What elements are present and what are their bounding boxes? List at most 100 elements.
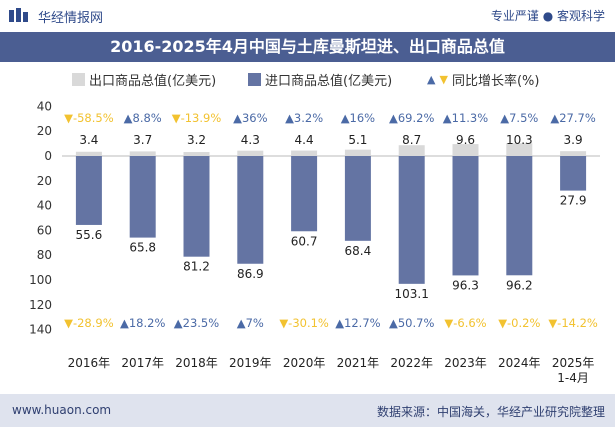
export-growth-down-label: ▼-13.9%: [172, 111, 222, 125]
export-growth-up-label: ▲69.2%: [389, 111, 434, 125]
import-growth-down-label: ▼-6.6%: [444, 316, 486, 330]
y-tick-label: 20: [37, 124, 52, 138]
import-bar: [560, 156, 587, 191]
export-growth-up-label: ▲3.2%: [285, 111, 323, 125]
legend-export-swatch: [72, 73, 85, 86]
export-bar: [237, 150, 264, 156]
x-tick-label: 2016年: [68, 356, 111, 370]
import-value-label: 103.1: [395, 287, 429, 301]
triangle-down-icon: ▼: [439, 73, 448, 86]
import-bar: [183, 156, 210, 257]
export-growth-down-label: ▼-58.5%: [64, 111, 114, 125]
export-bar: [506, 143, 533, 156]
x-tick-label: 2017年: [121, 356, 164, 370]
chart-title: 2016-2025年4月中国与土库曼斯坦进、出口商品总值: [0, 32, 615, 62]
legend: 出口商品总值(亿美元) 进口商品总值(亿美元) ▲ ▼ 同比增长率(%): [0, 68, 615, 89]
export-bar: [75, 151, 102, 156]
x-tick-label: 2020年: [283, 356, 326, 370]
import-bar: [344, 156, 371, 241]
import-value-label: 96.2: [506, 278, 533, 292]
import-growth-up-label: ▲18.2%: [120, 316, 165, 330]
legend-growth: ▲ ▼ 同比增长率(%): [427, 70, 539, 89]
tagline: 专业严谨 ● 客观科学: [490, 9, 605, 23]
import-value-label: 27.9: [560, 194, 587, 208]
y-tick-label: 60: [37, 223, 52, 237]
y-tick-label: 100: [29, 273, 52, 287]
legend-import-label: 进口商品总值(亿美元): [265, 74, 393, 89]
y-tick-label: 20: [37, 174, 52, 188]
brand-name: 华经情报网: [38, 11, 104, 26]
y-tick-label: 40: [37, 199, 52, 213]
export-growth-up-label: ▲11.3%: [443, 111, 488, 125]
x-tick-label: 2023年: [444, 356, 487, 370]
y-tick-label: 120: [29, 298, 52, 312]
x-tick-label: 2022年: [390, 356, 433, 370]
export-value-label: 3.2: [187, 133, 206, 147]
import-bar: [398, 156, 425, 284]
x-tick-label: 2024年: [498, 356, 541, 370]
export-value-label: 10.3: [506, 133, 533, 147]
legend-import-swatch: [248, 73, 261, 86]
legend-export: 出口商品总值(亿美元): [72, 70, 216, 89]
import-growth-down-label: ▼-28.9%: [64, 316, 114, 330]
export-value-label: 3.9: [564, 133, 583, 147]
x-tick-label: 2021年: [337, 356, 380, 370]
export-bar: [452, 144, 479, 156]
triangle-up-icon: ▲: [427, 73, 436, 86]
export-value-label: 3.4: [79, 133, 98, 147]
export-growth-up-label: ▲16%: [341, 111, 375, 125]
x-tick-label: 2019年: [229, 356, 272, 370]
import-bar: [237, 156, 264, 264]
import-bar: [452, 156, 479, 276]
export-value-label: 4.4: [295, 133, 314, 147]
export-bar: [560, 151, 587, 156]
import-bar: [129, 156, 156, 238]
export-growth-up-label: ▲7.5%: [500, 111, 538, 125]
import-growth-up-label: ▲7%: [237, 316, 264, 330]
import-growth-up-label: ▲12.7%: [335, 316, 380, 330]
legend-export-label: 出口商品总值(亿美元): [89, 74, 217, 89]
export-growth-up-label: ▲8.8%: [124, 111, 162, 125]
import-growth-down-label: ▼-14.2%: [548, 316, 598, 330]
import-value-label: 60.7: [291, 234, 318, 248]
data-source: 数据来源：中国海关，华经产业研究院整理: [376, 405, 605, 419]
import-value-label: 86.9: [237, 267, 264, 281]
logo-icon: [9, 8, 28, 22]
legend-growth-label: 同比增长率(%): [451, 74, 540, 89]
import-bar: [75, 156, 102, 225]
import-value-label: 81.2: [183, 260, 210, 274]
export-bar: [398, 145, 425, 156]
import-value-label: 65.8: [129, 241, 156, 255]
footer: www.huaon.com 数据来源：中国海关，华经产业研究院整理: [0, 394, 615, 427]
legend-import: 进口商品总值(亿美元): [248, 70, 392, 89]
export-value-label: 9.6: [456, 133, 475, 147]
import-growth-up-label: ▲23.5%: [174, 316, 219, 330]
export-bar: [291, 150, 318, 156]
export-value-label: 4.3: [241, 133, 260, 147]
import-bar: [291, 156, 318, 232]
y-tick-label: 40: [37, 99, 52, 113]
export-bar: [183, 152, 210, 156]
import-growth-up-label: ▲50.7%: [389, 316, 434, 330]
export-value-label: 5.1: [348, 133, 367, 147]
export-value-label: 8.7: [402, 133, 421, 147]
y-tick-label: 80: [37, 248, 52, 262]
chart-area: 40 20 0 20 40 60 80 100 120 140 3.4 55.6 ▼-58.5% ▼-28…: [29, 99, 600, 385]
import-value-label: 55.6: [76, 228, 103, 242]
import-bar: [506, 156, 533, 276]
export-growth-up-label: ▲27.7%: [550, 111, 595, 125]
export-growth-up-label: ▲36%: [233, 111, 267, 125]
y-tick-label: 0: [44, 149, 52, 163]
import-growth-down-label: ▼-30.1%: [279, 316, 329, 330]
y-tick-label: 140: [29, 323, 52, 337]
top-bar: 华经情报网 专业严谨 ● 客观科学: [0, 0, 615, 30]
x-tick-label: 2018年: [175, 356, 218, 370]
export-bar: [344, 149, 371, 156]
export-bar: [129, 151, 156, 156]
import-value-label: 68.4: [345, 244, 372, 258]
import-value-label: 96.3: [452, 278, 479, 292]
x-tick-label: 2025年 1-4月: [552, 356, 595, 385]
website-url: www.huaon.com: [12, 403, 112, 417]
export-value-label: 3.7: [133, 133, 152, 147]
import-growth-down-label: ▼-0.2%: [498, 316, 540, 330]
